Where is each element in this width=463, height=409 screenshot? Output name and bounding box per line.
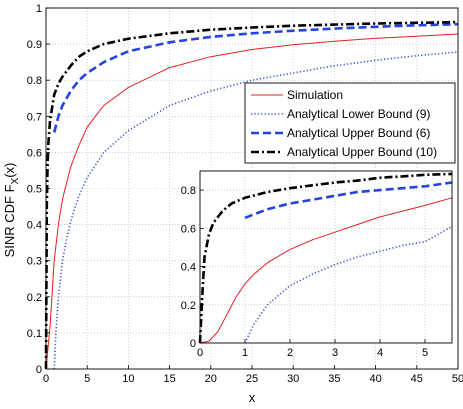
main-ytick-label-3: 0.3 [27, 256, 42, 268]
inset-ytick-label-4: 0.8 [181, 185, 196, 197]
inset-series-line-3 [198, 172, 453, 344]
legend: Simulation Analytical Lower Bound (9) Anal… [244, 82, 456, 164]
legend-entry-2: Analytical Upper Bound (6) [287, 126, 430, 140]
main-ytick-label-4: 0.4 [27, 220, 42, 232]
inset-series-line-2 [244, 181, 453, 220]
main-series-line-2 [52, 22, 459, 133]
inset-axes [199, 170, 453, 344]
inset-xtick-label-4: 4 [377, 347, 383, 359]
inset-ytick-label-1: 0.2 [181, 300, 196, 312]
main-ytick-label-9: 0.9 [27, 39, 42, 51]
main-ytick-label-1: 0.1 [27, 328, 42, 340]
main-xtick-label-10: 50 [452, 373, 463, 385]
main-axes [45, 7, 459, 370]
legend-entry-3: Analytical Upper Bound (10) [287, 145, 437, 159]
main-xtick-label-2: 10 [122, 373, 134, 385]
main-xtick-label-5: 25 [246, 373, 258, 385]
inset-grid [200, 171, 452, 343]
legend-entry-1: Analytical Lower Bound (9) [287, 107, 430, 121]
main-xtick-label-0: 0 [43, 373, 49, 385]
inset-background [200, 171, 455, 343]
main-ytick-label-2: 0.2 [27, 292, 42, 304]
legend-box [244, 82, 456, 164]
main-xtick-label-9: 45 [411, 373, 423, 385]
inset-series-line-0 [199, 197, 453, 344]
inset-ytick-label-3: 0.6 [181, 223, 196, 235]
main-xtick-label-1: 5 [84, 373, 90, 385]
main-ytick-label-5: 0.5 [27, 184, 42, 196]
main-xtick-label-4: 20 [205, 373, 217, 385]
inset-ytick-label-2: 0.4 [181, 262, 196, 274]
y-axis-label: SINR CDF FX(x) [2, 163, 21, 258]
main-xtick-label-8: 40 [369, 373, 381, 385]
main-series [44, 20, 459, 370]
x-axis-label: x [249, 390, 256, 405]
inset-xtick-label-0: 0 [197, 347, 203, 359]
main-ytick-label-6: 0.6 [27, 147, 42, 159]
inset-xtick-label-1: 1 [242, 347, 248, 359]
main-series-line-3 [44, 20, 459, 370]
inset-tick-labels: 0 1 2 3 4 5 0 0.2 0.4 0.6 0.8 [181, 185, 428, 359]
legend-entry-0: Simulation [287, 88, 343, 102]
main-series-line-1 [53, 51, 459, 370]
inset-ytick-label-0: 0 [190, 338, 196, 350]
main-ytick-label-8: 0.8 [27, 75, 42, 87]
inset-series [198, 172, 453, 344]
main-ytick-label-0: 0 [36, 364, 42, 376]
main-xtick-label-7: 35 [328, 373, 340, 385]
main-tick-labels: 0 5 10 15 20 25 30 35 40 45 5000.10.20.30.40.50.60… [27, 3, 463, 385]
main-series-line-0 [45, 33, 459, 370]
inset-frame [199, 170, 453, 344]
main-ytick-label-10: 1 [36, 3, 42, 15]
main-xtick-label-3: 15 [163, 373, 175, 385]
inset-series-line-1 [244, 225, 453, 344]
inset-chart: 0 1 2 3 4 5 0 0.2 0.4 0.6 0.8 [181, 170, 455, 359]
inset-xtick-label-2: 2 [287, 347, 293, 359]
main-ytick-label-7: 0.7 [27, 111, 42, 123]
inset-xtick-label-5: 5 [422, 347, 428, 359]
main-frame [45, 7, 459, 370]
inset-xtick-label-3: 3 [332, 347, 338, 359]
main-xtick-label-6: 30 [287, 373, 299, 385]
